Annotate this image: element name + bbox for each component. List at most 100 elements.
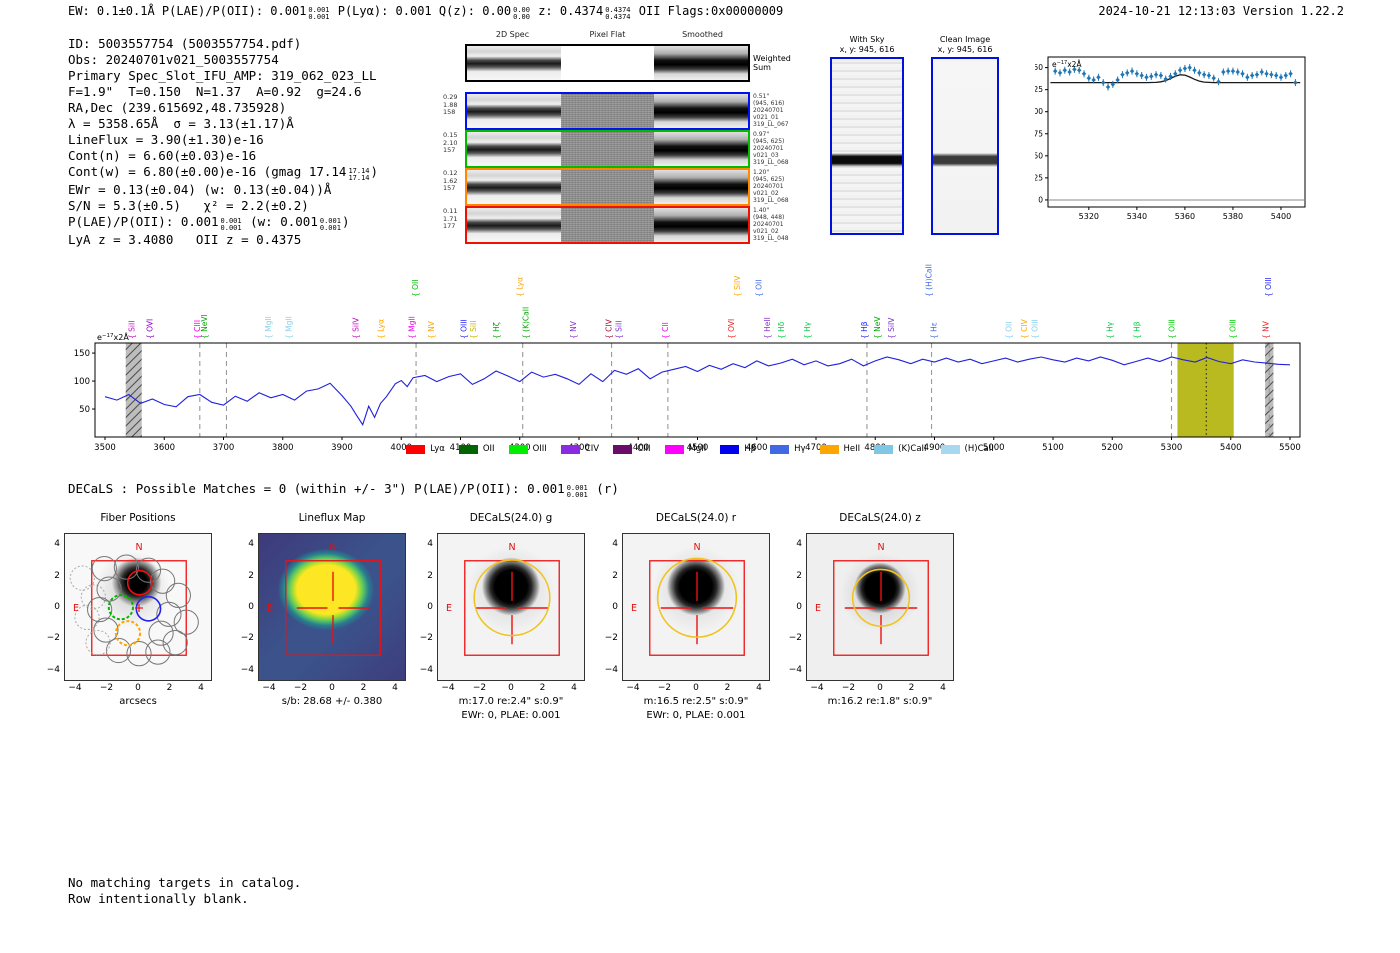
decals-stacked-value: 0.001 0.001 bbox=[567, 485, 588, 499]
smoothed-image bbox=[654, 132, 749, 166]
svg-text:5340: 5340 bbox=[1127, 212, 1147, 221]
line-label-Hβ: { Hβ bbox=[860, 321, 869, 339]
footer-line-0: No matching targets in catalog. bbox=[68, 875, 302, 890]
line-label-NeVI: { NeVI bbox=[200, 314, 209, 339]
line-label-Hγ: { Hγ bbox=[803, 321, 812, 339]
meta-line: 319_LL_068 bbox=[753, 159, 789, 166]
legend-item-(H)CaII: (H)CaII bbox=[940, 444, 994, 454]
spec2d-right-meta: 0.97" (945, 625) 20240701 v021_03 319_LL_068 bbox=[753, 131, 789, 166]
spec2d-right-meta: 1.20" (945, 625) 20240701 v021_02 319_LL_068 bbox=[753, 169, 789, 204]
y-tick-label: 2 bbox=[54, 570, 60, 581]
header-sub: 0.001 bbox=[308, 13, 330, 21]
spec2d-image bbox=[467, 94, 561, 128]
line-label-NeV: { NeV bbox=[873, 316, 882, 339]
header-sup: 0.001 bbox=[308, 6, 330, 14]
y-tick-label: 4 bbox=[248, 539, 254, 550]
info-text: Cont(n) = 6.60(±0.03)e-16 bbox=[68, 148, 257, 163]
line-label-MgII: { MgII bbox=[264, 316, 273, 339]
info-sub: 17.14 bbox=[348, 174, 370, 182]
meta-line: 319_LL_068 bbox=[753, 197, 789, 204]
meta-line: (945, 616) bbox=[753, 100, 785, 107]
info-text: ) bbox=[341, 214, 350, 229]
line-label-SiII: { SiII bbox=[469, 321, 478, 339]
x-tick-label: −4 bbox=[262, 683, 276, 693]
info-sup: 0.001 bbox=[220, 217, 242, 225]
info-text: S/N = 5.3(±0.5) χ² = 2.2(±0.2) bbox=[68, 198, 309, 213]
decals-sup: 0.001 bbox=[566, 484, 588, 492]
x-tick-label: −4 bbox=[68, 683, 82, 693]
svg-text:4900: 4900 bbox=[924, 443, 946, 453]
line-label-OIII: { OIII bbox=[1264, 277, 1273, 297]
legend-label: (H)CaII bbox=[964, 444, 994, 454]
x-tick-label: −4 bbox=[626, 683, 640, 693]
line-label-SiII: { SiII bbox=[615, 321, 624, 339]
x-tick-label: 0 bbox=[693, 683, 699, 693]
pixel-flat-image bbox=[560, 46, 655, 80]
legend-swatch bbox=[874, 444, 894, 454]
header-sup: 0.00 bbox=[513, 6, 530, 14]
svg-text:5400: 5400 bbox=[1220, 443, 1242, 453]
header-sub: 0.4374 bbox=[605, 13, 631, 21]
cutout-caption: m:16.2 re:1.8" s:0.9" bbox=[827, 696, 933, 707]
detection-info-block: ID: 5003557754 (5003557754.pdf) Obs: 2024… bbox=[68, 36, 378, 248]
x-tick-label: −2 bbox=[657, 683, 672, 693]
line-label-HeII: { HeII bbox=[763, 317, 772, 339]
line-label-Lyα: { Lyα bbox=[516, 277, 525, 297]
info-line-12: LyA z = 3.4080 OII z = 0.4375 bbox=[68, 232, 378, 248]
east-label: E bbox=[815, 603, 821, 614]
info-text: λ = 5358.65Å σ = 3.13(±1.17)Å bbox=[68, 116, 294, 131]
y-tick-label: 4 bbox=[54, 539, 60, 550]
x-tick-label: 0 bbox=[135, 683, 141, 693]
line-label-NV: { NV bbox=[427, 320, 436, 339]
svg-text:3800: 3800 bbox=[272, 443, 294, 453]
line-label-CIII: { CIII bbox=[193, 320, 202, 339]
y-tick-label: 0 bbox=[427, 602, 433, 612]
spec2d-left-stats: 0.12 1.62 157 bbox=[443, 169, 465, 193]
legend-label: Hγ bbox=[794, 444, 806, 454]
info-stacked-value: 17.14 17.14 bbox=[348, 168, 369, 182]
cutout-caption: s/b: 28.68 +/- 0.380 bbox=[281, 696, 383, 707]
east-label: E bbox=[73, 603, 79, 614]
emission-line-zoom-chart: 0 25 50 75 100 125 150 5320 5340 5360 5380 5400 e−17… bbox=[1035, 56, 1306, 221]
x-tick-label: 2 bbox=[166, 683, 173, 693]
line-label-CIV: { CIV bbox=[605, 318, 614, 339]
info-line-5: λ = 5358.65Å σ = 3.13(±1.17)Å bbox=[68, 116, 378, 132]
line-label-OII: { OII bbox=[411, 280, 420, 297]
timestamp-version: 2024-10-21 12:13:03 Version 1.22.2 bbox=[1098, 4, 1344, 18]
y-tick-label: −2 bbox=[419, 633, 433, 644]
meta-line: 20240701 bbox=[753, 107, 784, 114]
info-text: ) bbox=[370, 164, 379, 179]
legend-swatch bbox=[819, 444, 839, 454]
svg-text:4000: 4000 bbox=[390, 443, 412, 453]
clean-image bbox=[931, 57, 999, 235]
y-tick-label: 0 bbox=[612, 602, 618, 612]
line-label-CIV: { CIV bbox=[1020, 318, 1029, 339]
with-sky-image bbox=[830, 57, 904, 235]
sky-panel-title: With Sky bbox=[849, 35, 885, 44]
meta-line: v021_01 bbox=[753, 114, 779, 121]
spec2d-right-meta: 1.40" (948, 448) 20240701 v021_02 319_LL_048 bbox=[753, 207, 789, 242]
line-label-Hε: { Hε bbox=[929, 322, 938, 339]
svg-text:4600: 4600 bbox=[746, 443, 768, 453]
svg-text:150: 150 bbox=[74, 349, 90, 359]
spec2d-fiber-row bbox=[465, 130, 750, 168]
smoothed-image bbox=[654, 46, 749, 80]
header-stacked-value: 0.4374 0.4374 bbox=[605, 7, 630, 21]
x-tick-label: 4 bbox=[198, 683, 204, 693]
legend-swatch bbox=[458, 444, 478, 454]
info-text: LyA z = 3.4080 OII z = 0.4375 bbox=[68, 232, 302, 247]
meta-line: 20240701 bbox=[753, 221, 784, 228]
sky-image-pixels bbox=[832, 59, 902, 233]
cutout-caption: EWr: 0, PLAE: 0.001 bbox=[461, 710, 561, 721]
info-text: F=1.9" T=0.150 N=1.37 A=0.92 g=24.6 bbox=[68, 84, 362, 99]
smoothed-image bbox=[654, 170, 749, 204]
svg-text:5380: 5380 bbox=[1223, 212, 1243, 221]
legend-label: OII bbox=[482, 444, 495, 454]
x-tick-label: 4 bbox=[392, 683, 398, 693]
cutout-panel-decals: DECaLS(24.0) g N E −4 −4 −2 −2 0 0 2 2 4 4 m:17.0 re:… bbox=[403, 510, 623, 725]
line-label-Hγ: { Hγ bbox=[1105, 321, 1114, 339]
legend-item-Hγ: Hγ bbox=[770, 444, 806, 454]
